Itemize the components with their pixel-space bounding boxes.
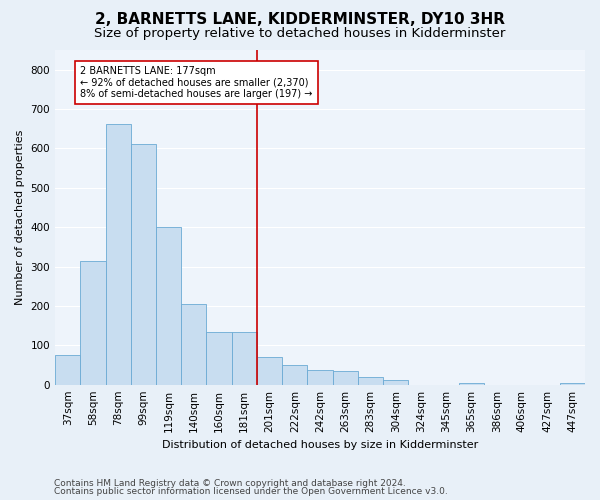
Bar: [156, 227, 181, 384]
Bar: [282, 365, 307, 384]
Bar: [358, 377, 383, 384]
Bar: [206, 332, 232, 384]
Text: Contains public sector information licensed under the Open Government Licence v3: Contains public sector information licen…: [54, 487, 448, 496]
Bar: [181, 304, 206, 384]
Bar: [55, 355, 80, 384]
Bar: [257, 357, 282, 384]
Bar: [332, 371, 358, 384]
Y-axis label: Number of detached properties: Number of detached properties: [15, 130, 25, 305]
Bar: [232, 332, 257, 384]
X-axis label: Distribution of detached houses by size in Kidderminster: Distribution of detached houses by size …: [162, 440, 478, 450]
Bar: [80, 262, 106, 384]
Bar: [106, 124, 131, 384]
Text: Size of property relative to detached houses in Kidderminster: Size of property relative to detached ho…: [94, 28, 506, 40]
Bar: [307, 370, 332, 384]
Bar: [131, 144, 156, 384]
Text: Contains HM Land Registry data © Crown copyright and database right 2024.: Contains HM Land Registry data © Crown c…: [54, 478, 406, 488]
Bar: [560, 382, 585, 384]
Text: 2, BARNETTS LANE, KIDDERMINSTER, DY10 3HR: 2, BARNETTS LANE, KIDDERMINSTER, DY10 3H…: [95, 12, 505, 28]
Text: 2 BARNETTS LANE: 177sqm
← 92% of detached houses are smaller (2,370)
8% of semi-: 2 BARNETTS LANE: 177sqm ← 92% of detache…: [80, 66, 313, 99]
Bar: [383, 380, 409, 384]
Bar: [459, 382, 484, 384]
